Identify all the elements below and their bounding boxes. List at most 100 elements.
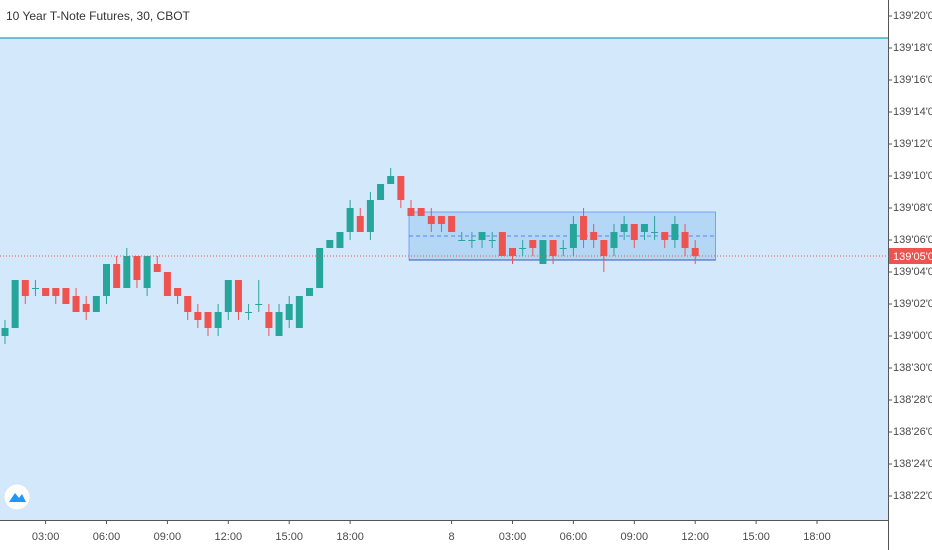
logo-icon bbox=[9, 493, 26, 502]
last-price-tag bbox=[889, 248, 932, 264]
candle-body bbox=[529, 240, 537, 248]
candle-body bbox=[590, 232, 598, 240]
candle-body bbox=[204, 312, 212, 328]
candle-body bbox=[569, 224, 577, 248]
y-tick-label: 139'08'0 bbox=[893, 202, 932, 214]
candle-body bbox=[691, 248, 699, 256]
x-tick-label: 15:00 bbox=[742, 531, 770, 543]
candle-body bbox=[123, 256, 131, 288]
x-tick-label: 8 bbox=[449, 531, 455, 543]
shaded-region bbox=[0, 38, 888, 520]
candle-body bbox=[448, 216, 456, 232]
candle-body bbox=[255, 304, 263, 305]
candle-body bbox=[52, 288, 60, 296]
candle-body bbox=[559, 248, 567, 249]
candle-body bbox=[580, 216, 588, 240]
candle-body bbox=[630, 224, 638, 240]
y-tick-label: 138'24'0 bbox=[893, 458, 932, 470]
candle-body bbox=[245, 312, 253, 313]
candle-body bbox=[468, 240, 476, 241]
candle-body bbox=[224, 280, 232, 312]
candle-body bbox=[42, 288, 50, 296]
candle-body bbox=[62, 288, 70, 304]
candle-body bbox=[133, 256, 141, 280]
candle-body bbox=[397, 176, 405, 200]
candle-body bbox=[316, 248, 324, 288]
candle-body bbox=[478, 232, 486, 240]
x-tick-label: 09:00 bbox=[154, 531, 182, 543]
candle-body bbox=[427, 216, 435, 224]
candle-body bbox=[143, 256, 151, 288]
y-tick-label: 138'26'0 bbox=[893, 426, 932, 438]
candle-body bbox=[285, 304, 293, 320]
candle-body bbox=[661, 232, 669, 240]
logo[interactable] bbox=[3, 483, 31, 511]
candle-body bbox=[72, 296, 80, 312]
candle-body bbox=[600, 240, 608, 256]
y-tick-label: 138'22'0 bbox=[893, 490, 932, 502]
candle-body bbox=[174, 288, 182, 296]
candle-body bbox=[336, 232, 344, 248]
y-tick-label: 138'30'0 bbox=[893, 362, 932, 374]
x-tick-label: 15:00 bbox=[275, 531, 303, 543]
candle-body bbox=[21, 280, 29, 296]
y-tick-label: 138'28'0 bbox=[893, 394, 932, 406]
x-tick-label: 18:00 bbox=[803, 531, 831, 543]
y-tick-label: 139'06'0 bbox=[893, 234, 932, 246]
y-tick-label: 139'18'0 bbox=[893, 42, 932, 54]
y-tick-label: 139'10'0 bbox=[893, 170, 932, 182]
candle-body bbox=[651, 232, 659, 233]
candle-body bbox=[113, 264, 121, 288]
candle-body bbox=[407, 208, 415, 216]
x-tick-label: 18:00 bbox=[336, 531, 364, 543]
candle-body bbox=[103, 264, 110, 296]
candle-body bbox=[92, 296, 100, 312]
y-tick-label: 139'12'0 bbox=[893, 138, 932, 150]
candle-body bbox=[275, 312, 283, 336]
chart-title: 10 Year T-Note Futures, 30, CBOT bbox=[6, 9, 191, 23]
candle-body bbox=[11, 280, 19, 328]
candle-body bbox=[377, 184, 385, 200]
candle-body bbox=[519, 248, 527, 249]
candle-body bbox=[488, 240, 496, 241]
y-tick-label: 139'00'0 bbox=[893, 330, 932, 342]
candle-body bbox=[295, 296, 303, 328]
candle-body bbox=[417, 208, 425, 216]
x-tick-label: 12:00 bbox=[681, 531, 709, 543]
candle-body bbox=[153, 264, 161, 272]
candle-body bbox=[620, 224, 628, 232]
candle-body bbox=[671, 224, 679, 240]
y-tick-label: 139'02'0 bbox=[893, 298, 932, 310]
candle-body bbox=[458, 240, 466, 241]
y-tick-label: 139'04'0 bbox=[893, 266, 932, 278]
candle-body bbox=[234, 280, 242, 312]
candle-body bbox=[214, 312, 222, 328]
candle-body bbox=[326, 240, 334, 248]
y-tick-label: 139'16'0 bbox=[893, 74, 932, 86]
candle-body bbox=[356, 216, 364, 232]
candle-body bbox=[82, 304, 90, 312]
x-tick-label: 12:00 bbox=[215, 531, 243, 543]
candle-body bbox=[549, 240, 557, 256]
candle-body bbox=[681, 232, 689, 248]
candle-body bbox=[498, 232, 506, 256]
last-price-label: 139'05'0 bbox=[893, 251, 932, 263]
candle-body bbox=[31, 288, 39, 289]
candle-body bbox=[163, 272, 171, 296]
plot-area bbox=[0, 37, 888, 520]
candle-body bbox=[509, 248, 516, 256]
x-tick-label: 06:00 bbox=[93, 531, 121, 543]
y-tick-label: 139'14'0 bbox=[893, 106, 932, 118]
candle-body bbox=[265, 312, 273, 328]
candle-body bbox=[366, 200, 374, 232]
candle-body bbox=[306, 288, 313, 296]
x-tick-label: 03:00 bbox=[32, 531, 60, 543]
candle-body bbox=[1, 328, 9, 336]
y-tick-label: 139'20'0 bbox=[893, 10, 932, 22]
candle-body bbox=[610, 232, 618, 248]
candle-body bbox=[437, 216, 445, 224]
candle-body bbox=[640, 224, 648, 232]
candle-body bbox=[387, 176, 395, 184]
candle-body bbox=[184, 296, 192, 312]
